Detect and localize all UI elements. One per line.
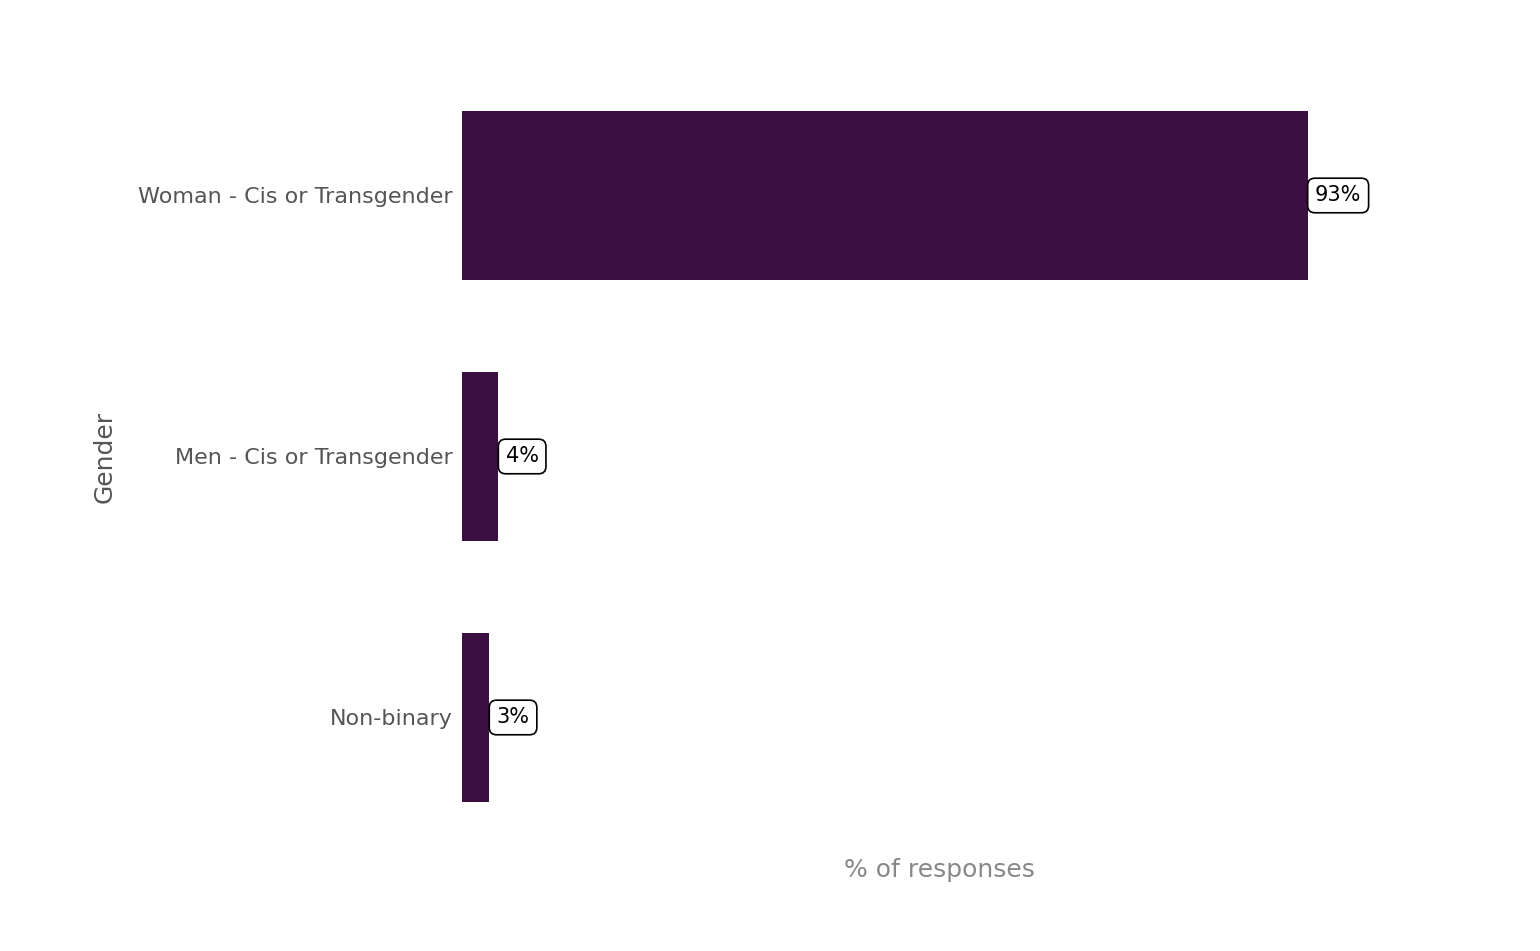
- Bar: [462, 372, 499, 541]
- X-axis label: % of responses: % of responses: [844, 858, 1035, 882]
- Bar: [462, 110, 1307, 281]
- Text: 93%: 93%: [1315, 185, 1361, 205]
- Text: 3%: 3%: [496, 708, 530, 728]
- Text: 4%: 4%: [505, 446, 539, 467]
- Bar: [462, 632, 490, 803]
- Y-axis label: Gender: Gender: [92, 411, 117, 502]
